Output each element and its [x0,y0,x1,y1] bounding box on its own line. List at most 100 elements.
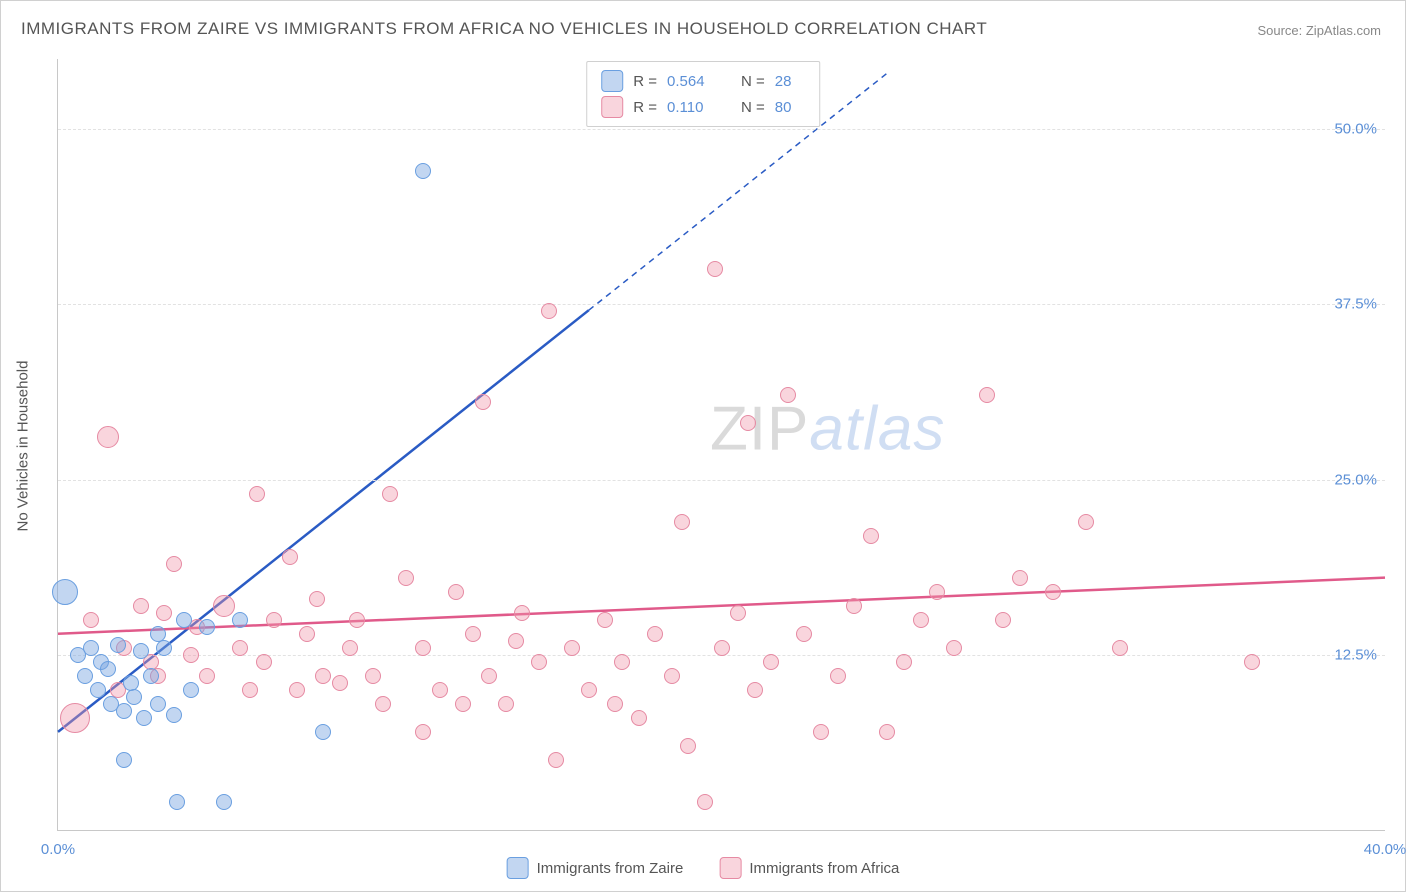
data-point [707,261,723,277]
data-point [266,612,282,628]
data-point [531,654,547,670]
y-tick-label: 50.0% [1334,121,1377,138]
data-point [100,661,116,677]
data-point [1244,654,1260,670]
data-point [614,654,630,670]
data-point [946,640,962,656]
data-point [475,394,491,410]
data-point [597,612,613,628]
correlation-legend: R =0.564N =28R =0.110N =80 [586,61,820,127]
data-point [1112,640,1128,656]
data-point [199,668,215,684]
gridline [58,304,1385,305]
data-point [83,612,99,628]
data-point [97,426,119,448]
data-point [133,598,149,614]
data-point [116,703,132,719]
data-point [332,675,348,691]
regression-lines-layer [58,59,1385,830]
data-point [150,696,166,712]
data-point [607,696,623,712]
x-tick-label: 0.0% [41,841,75,858]
gridline [58,129,1385,130]
data-point [674,514,690,530]
legend-swatch [601,70,623,92]
data-point [156,640,172,656]
r-label: R = [633,73,657,90]
data-point [730,605,746,621]
data-point [299,626,315,642]
data-point [133,643,149,659]
data-point [166,556,182,572]
data-point [52,579,78,605]
r-value: 0.564 [667,73,719,90]
data-point [780,387,796,403]
data-point [242,682,258,698]
data-point [349,612,365,628]
data-point [415,163,431,179]
data-point [398,570,414,586]
plot-area: ZIPatlas 12.5%25.0%37.5%50.0%0.0%40.0% [57,59,1385,831]
watermark-atlas: atlas [809,395,945,464]
data-point [1078,514,1094,530]
data-point [249,486,265,502]
data-point [455,696,471,712]
data-point [382,486,398,502]
y-tick-label: 12.5% [1334,646,1377,663]
data-point [830,668,846,684]
watermark-zip: ZIP [710,395,809,464]
data-point [995,612,1011,628]
source-label: Source: ZipAtlas.com [1257,23,1381,38]
data-point [680,738,696,754]
data-point [126,689,142,705]
data-point [232,640,248,656]
data-point [289,682,305,698]
legend-series-label: Immigrants from Zaire [537,860,684,877]
data-point [143,668,159,684]
n-label: N = [741,99,765,116]
data-point [465,626,481,642]
data-point [169,794,185,810]
data-point [256,654,272,670]
legend-swatch [507,857,529,879]
data-point [216,794,232,810]
data-point [548,752,564,768]
data-point [183,647,199,663]
data-point [110,637,126,653]
data-point [136,710,152,726]
data-point [541,303,557,319]
data-point [508,633,524,649]
r-label: R = [633,99,657,116]
chart-title: IMMIGRANTS FROM ZAIRE VS IMMIGRANTS FROM… [21,19,987,39]
data-point [315,724,331,740]
y-tick-label: 37.5% [1334,296,1377,313]
data-point [740,415,756,431]
data-point [448,584,464,600]
chart-container: IMMIGRANTS FROM ZAIRE VS IMMIGRANTS FROM… [0,0,1406,892]
data-point [581,682,597,698]
data-point [199,619,215,635]
data-point [342,640,358,656]
data-point [282,549,298,565]
data-point [929,584,945,600]
data-point [697,794,713,810]
legend-stat-row: R =0.110N =80 [601,94,805,120]
data-point [747,682,763,698]
n-label: N = [741,73,765,90]
data-point [232,612,248,628]
data-point [813,724,829,740]
data-point [796,626,812,642]
data-point [896,654,912,670]
legend-series-item: Immigrants from Zaire [507,857,684,879]
data-point [365,668,381,684]
data-point [156,605,172,621]
data-point [1045,584,1061,600]
data-point [60,703,90,733]
data-point [213,595,235,617]
data-point [432,682,448,698]
data-point [309,591,325,607]
data-point [631,710,647,726]
data-point [481,668,497,684]
data-point [564,640,580,656]
y-axis-label: No Vehicles in Household [15,361,32,532]
